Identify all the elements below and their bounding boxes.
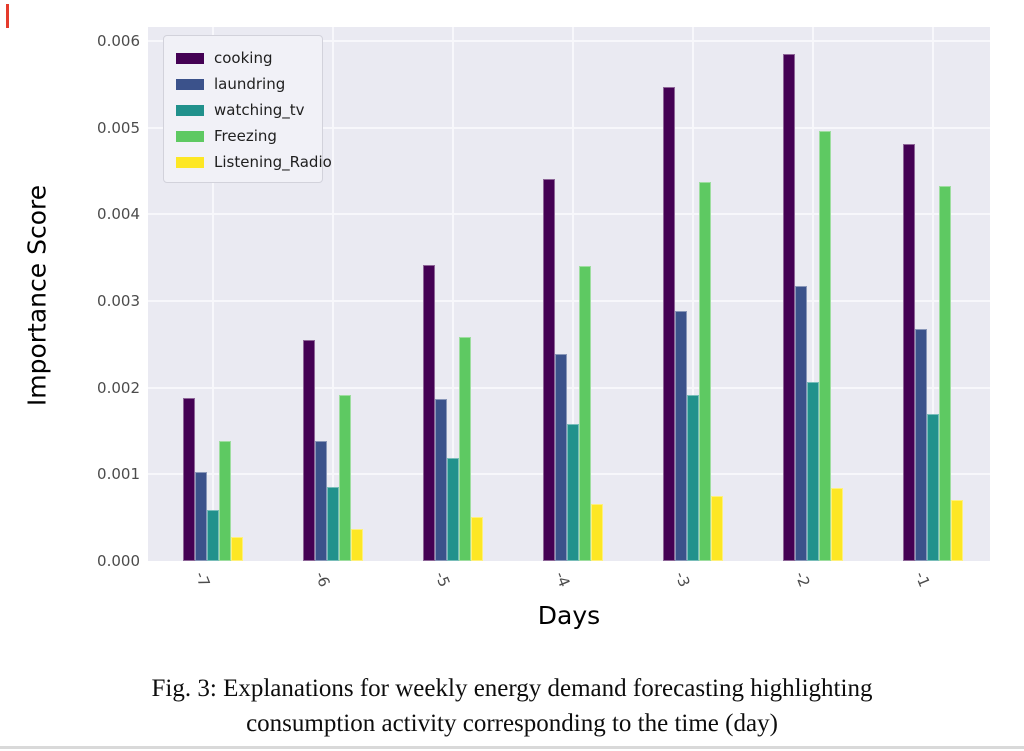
h-gridline-0.002 [148,386,990,389]
legend-label-watching_tv: watching_tv [214,101,305,119]
legend-label-Listening_Radio: Listening_Radio [214,153,332,171]
bar-cooking-day-1 [903,144,915,561]
bar-laundring-day-2 [795,286,807,561]
bar-cooking-day-5 [423,265,435,561]
legend-swatch-Freezing [176,130,204,142]
y-tick-label-0.000: 0.000 [97,552,140,570]
bar-Freezing-day-6 [339,394,351,561]
legend-item-Freezing: Freezing [176,123,322,149]
page-bottom-edge [0,746,1024,749]
bar-Freezing-day-3 [699,182,711,561]
bar-laundring-day-3 [675,311,687,561]
x-tick-label-day-6: -6 [311,569,334,590]
legend-swatch-watching_tv [176,104,204,116]
h-gridline-0.004 [148,213,990,216]
bar-laundring-day-5 [435,398,447,561]
bar-Listening_Radio-day-3 [711,495,723,561]
bar-Listening_Radio-day-7 [231,536,243,561]
figure-caption-line-1: Fig. 3: Explanations for weekly energy d… [151,675,873,702]
v-gridline-day-6 [332,27,334,561]
v-gridline-day-7 [212,27,214,561]
bar-watching_tv-day-1 [927,413,939,561]
bar-cooking-day-7 [183,398,195,561]
bar-Listening_Radio-day-2 [831,488,843,561]
bar-watching_tv-day-6 [327,487,339,561]
bar-cooking-day-4 [543,178,555,561]
v-gridline-day-2 [812,27,814,561]
bar-cooking-day-6 [303,339,315,561]
bar-watching_tv-day-2 [807,381,819,561]
legend-item-cooking: cooking [176,45,322,71]
v-gridline-day-3 [692,27,694,561]
bar-watching_tv-day-7 [207,509,219,561]
legend-label-Freezing: Freezing [214,127,277,145]
bar-watching_tv-day-3 [687,394,699,561]
bar-Freezing-day-4 [579,266,591,561]
y-axis-label: Importance Score [22,184,52,407]
y-tick-label-0.003: 0.003 [97,291,140,310]
bar-Listening_Radio-day-5 [471,516,483,561]
bar-Freezing-day-5 [459,337,471,561]
legend-swatch-Listening_Radio [176,156,204,168]
bar-Listening_Radio-day-4 [591,503,603,561]
y-tick-label-0.005: 0.005 [97,118,140,137]
bar-Listening_Radio-day-6 [351,528,363,561]
bar-Freezing-day-7 [219,441,231,561]
bar-Listening_Radio-day-1 [951,500,963,561]
bar-chart-plot-area [148,27,990,561]
chart-legend: cooking laundring watching_tv Freezing Liste… [163,35,332,183]
legend-label-laundring: laundring [214,75,286,93]
bar-laundring-day-4 [555,353,567,561]
bar-laundring-day-7 [195,471,207,561]
bar-cooking-day-2 [783,53,795,561]
h-gridline-0.003 [148,299,990,302]
legend-item-Listening_Radio: Listening_Radio [176,149,332,175]
y-tick-label-0.004: 0.004 [97,205,140,224]
x-tick-label-day-7: -7 [191,569,214,590]
y-tick-label-0.006: 0.006 [97,31,140,50]
red-margin-mark [6,4,9,28]
y-tick-label-0.001: 0.001 [97,465,140,484]
legend-item-laundring: laundring [176,71,322,97]
v-gridline-day-1 [932,27,934,561]
x-tick-label-day-4: -4 [551,569,574,590]
x-tick-label-day-2: -2 [791,569,814,590]
v-gridline-day-4 [572,27,574,561]
x-tick-label-day-5: -5 [431,569,454,590]
legend-swatch-cooking [176,52,204,64]
figure-caption: Fig. 3: Explanations for weekly energy d… [0,671,1024,741]
legend-label-cooking: cooking [214,49,273,67]
bar-Freezing-day-2 [819,131,831,561]
h-gridline-0.005 [148,126,990,129]
figure-caption-line-2: consumption activity corresponding to th… [246,710,778,737]
bar-laundring-day-1 [915,328,927,561]
bar-watching_tv-day-4 [567,424,579,561]
bar-cooking-day-3 [663,86,675,561]
legend-item-watching_tv: watching_tv [176,97,322,123]
x-tick-label-day-1: -1 [911,569,934,590]
x-axis-label: Days [537,601,601,630]
bar-laundring-day-6 [315,440,327,561]
h-gridline-0.006 [148,39,990,42]
y-tick-label-0.002: 0.002 [97,378,140,397]
x-tick-label-day-3: -3 [671,569,694,590]
v-gridline-day-5 [452,27,454,561]
bar-watching_tv-day-5 [447,457,459,561]
legend-swatch-laundring [176,78,204,90]
bar-Freezing-day-1 [939,185,951,561]
